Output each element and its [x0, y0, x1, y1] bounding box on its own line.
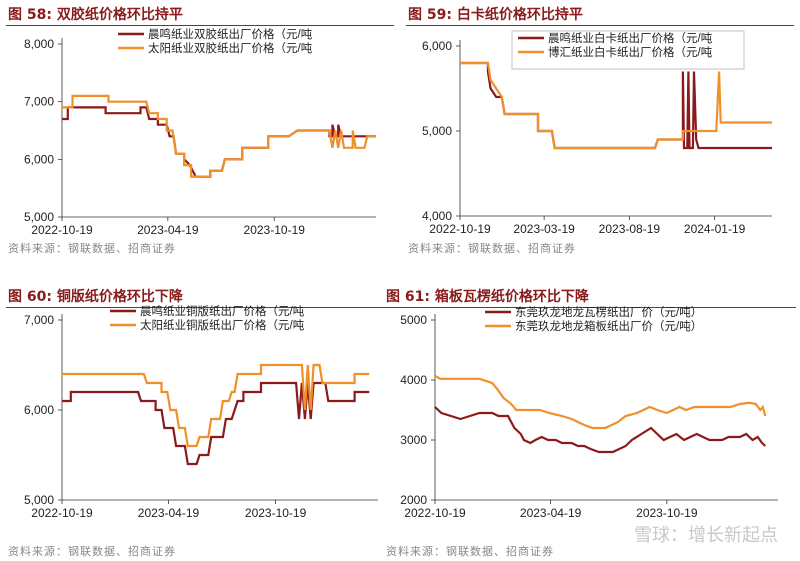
series-line-orange: [460, 61, 772, 150]
x-tick-label: 2023-10-19: [244, 223, 306, 237]
source-note: 资料来源：钢联数据、招商证券: [408, 242, 576, 255]
source-note: 资料来源：钢联数据、招商证券: [8, 545, 176, 558]
x-tick-label: 2023-04-19: [137, 223, 199, 237]
series-line-orange: [62, 94, 376, 178]
source-note: 资料来源：钢联数据、招商证券: [386, 545, 554, 558]
y-tick-label: 7,000: [24, 95, 54, 109]
title-divider: [6, 25, 394, 26]
x-tick-label: 2022-10-19: [429, 222, 491, 236]
chart-58: 5,000 6,000 7,000 8,000 2022-10-19 2023-04-19…: [24, 27, 376, 237]
chart-title: 图 60: 铜版纸价格环比下降: [8, 289, 183, 305]
chart-title: 图 58: 双胶纸价格环比持平: [8, 7, 183, 23]
series-line-dark: [62, 381, 370, 466]
watermark: 雪球：增长新起点: [634, 525, 778, 546]
figure-58-panel: 图 58: 双胶纸价格环比持平 5,000 6,000 7,000 8,000 2022…: [0, 0, 400, 262]
y-tick-label: 6,000: [422, 39, 452, 53]
legend-label: 太阳纸业双胶纸出厂价格（元/吨: [148, 41, 313, 55]
y-tick-label: 2000: [400, 493, 427, 507]
x-tick-label: 2022-10-19: [31, 506, 93, 520]
legend-box: [511, 30, 745, 70]
series-line-dark: [62, 106, 376, 178]
figure-59-panel: 图 59: 白卡纸价格环比持平 4,000 5,000 6,000 2022-10-1…: [400, 0, 800, 262]
y-tick-label: 5,000: [24, 210, 54, 224]
x-tick-label: 2022-10-19: [404, 506, 466, 520]
y-tick-label: 4000: [400, 373, 427, 387]
legend-label: 晨鸣纸业白卡纸出厂价格（元/吨: [548, 31, 713, 45]
y-tick-label: 7,000: [24, 313, 54, 327]
legend-label: 晨鸣纸业铜版纸出厂价格（元/吨: [140, 304, 305, 318]
x-tick-label: 2023-10-19: [636, 506, 698, 520]
x-tick-label: 2023-08-19: [599, 222, 661, 236]
chart-60: 5,000 6,000 7,000 2022-10-19 2023-04-19 2023-…: [24, 304, 378, 520]
title-divider: [384, 307, 796, 308]
legend-label: 东莞玖龙地龙箱板纸出厂价（元/吨）: [515, 319, 702, 333]
y-tick-label: 5000: [400, 313, 427, 327]
y-tick-label: 5,000: [422, 124, 452, 138]
series-line-orange: [62, 363, 370, 448]
legend-label: 博汇纸业白卡纸出厂价格（元/吨: [548, 45, 713, 59]
legend-label: 晨鸣纸业双胶纸出厂价格（元/吨: [148, 27, 313, 41]
x-tick-label: 2022-10-19: [31, 223, 93, 237]
chart-61: 2000 3000 4000 5000 2022-10-19 2023-04-19 2023…: [400, 305, 778, 520]
legend-label: 东莞玖龙地龙瓦楞纸出厂价（元/吨）: [515, 305, 702, 319]
source-note: 资料来源：钢联数据、招商证券: [8, 242, 176, 255]
y-tick-label: 6,000: [24, 403, 54, 417]
series-line-dark: [434, 406, 767, 454]
figure-60-panel: 图 60: 铜版纸价格环比下降 5,000 6,000 7,000 2022-10-1…: [0, 282, 400, 561]
y-tick-label: 5,000: [24, 493, 54, 507]
x-tick-label: 2023-03-19: [513, 222, 575, 236]
chart-title: 图 61: 箱板瓦楞纸价格环比下降: [386, 289, 589, 305]
chart-59: 4,000 5,000 6,000 2022-10-19 2023-03-19 2023-…: [422, 30, 772, 236]
y-tick-label: 3000: [400, 433, 427, 447]
chart-title: 图 59: 白卡纸价格环比持平: [408, 7, 583, 23]
y-tick-label: 4,000: [422, 209, 452, 223]
series-line-orange: [434, 374, 767, 430]
x-tick-label: 2024-01-19: [684, 222, 746, 236]
x-tick-label: 2023-04-19: [138, 506, 200, 520]
series-line-dark: [460, 61, 772, 150]
y-tick-label: 6,000: [24, 152, 54, 166]
title-divider: [6, 307, 394, 308]
x-tick-label: 2023-04-19: [520, 506, 582, 520]
figure-61-panel: 图 61: 箱板瓦楞纸价格环比下降 2000 3000 4000 5000 2022-1…: [380, 282, 800, 561]
legend-label: 太阳纸业铜版纸出厂价格（元/吨: [140, 318, 305, 332]
title-divider: [406, 25, 794, 26]
x-tick-label: 2023-10-19: [245, 506, 307, 520]
y-tick-label: 8,000: [24, 37, 54, 51]
